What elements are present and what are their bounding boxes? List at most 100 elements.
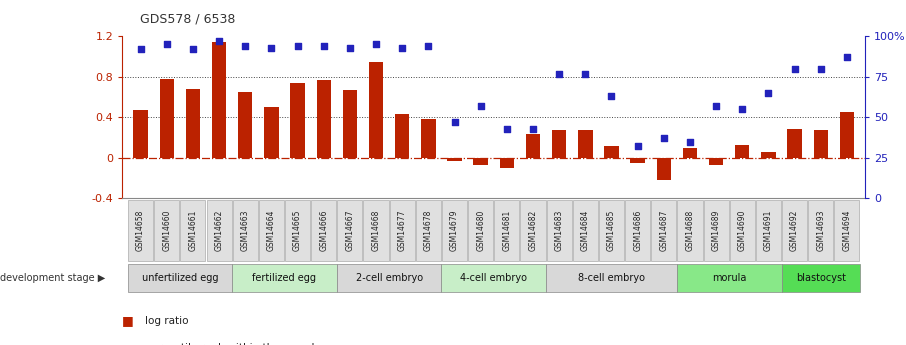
Bar <box>814 130 828 158</box>
FancyBboxPatch shape <box>782 264 860 292</box>
Point <box>787 66 802 71</box>
FancyBboxPatch shape <box>651 200 677 261</box>
Text: GSM14694: GSM14694 <box>843 209 852 251</box>
Point <box>290 43 304 49</box>
FancyBboxPatch shape <box>416 200 441 261</box>
Text: GSM14688: GSM14688 <box>686 210 695 251</box>
Point <box>421 43 436 49</box>
Text: GSM14665: GSM14665 <box>293 209 302 251</box>
Text: morula: morula <box>712 273 747 283</box>
Bar <box>395 114 410 158</box>
Bar <box>578 130 593 158</box>
FancyBboxPatch shape <box>207 200 232 261</box>
Point <box>212 38 226 44</box>
Point <box>342 45 357 50</box>
Text: GSM14690: GSM14690 <box>737 209 747 251</box>
Text: GSM14678: GSM14678 <box>424 210 433 251</box>
Text: GSM14682: GSM14682 <box>528 210 537 251</box>
Bar <box>133 110 148 158</box>
Bar <box>291 83 304 158</box>
FancyBboxPatch shape <box>390 200 415 261</box>
Text: GSM14693: GSM14693 <box>816 209 825 251</box>
FancyBboxPatch shape <box>233 200 258 261</box>
Text: GSM14680: GSM14680 <box>477 210 486 251</box>
Point <box>238 43 253 49</box>
Bar <box>840 112 854 158</box>
Text: unfertilized egg: unfertilized egg <box>141 273 218 283</box>
Point <box>369 41 383 47</box>
Bar <box>421 119 436 158</box>
Bar <box>631 158 645 163</box>
Point <box>448 119 462 125</box>
Text: 2-cell embryo: 2-cell embryo <box>355 273 423 283</box>
Text: GSM14661: GSM14661 <box>188 210 198 251</box>
FancyBboxPatch shape <box>677 264 782 292</box>
Bar <box>342 90 357 158</box>
Point <box>186 47 200 52</box>
Text: GSM14677: GSM14677 <box>398 209 407 251</box>
Text: ■: ■ <box>122 314 134 327</box>
Bar <box>316 80 331 158</box>
Text: GSM14685: GSM14685 <box>607 210 616 251</box>
Text: GSM14681: GSM14681 <box>502 210 511 251</box>
Text: GSM14686: GSM14686 <box>633 210 642 251</box>
Text: GSM14692: GSM14692 <box>790 210 799 251</box>
FancyBboxPatch shape <box>337 264 441 292</box>
Bar <box>683 148 697 158</box>
Text: GSM14683: GSM14683 <box>554 210 564 251</box>
Point <box>133 47 148 52</box>
Text: blastocyst: blastocyst <box>795 273 846 283</box>
FancyBboxPatch shape <box>128 264 232 292</box>
Point <box>761 90 776 96</box>
Point <box>631 144 645 149</box>
Text: development stage ▶: development stage ▶ <box>0 273 105 283</box>
FancyBboxPatch shape <box>285 200 310 261</box>
Bar <box>708 158 723 165</box>
FancyBboxPatch shape <box>573 200 598 261</box>
Bar <box>787 129 802 158</box>
Point <box>735 106 749 112</box>
Bar <box>735 145 749 158</box>
Bar <box>474 158 488 165</box>
Text: GSM14679: GSM14679 <box>450 209 459 251</box>
FancyBboxPatch shape <box>808 200 834 261</box>
Text: log ratio: log ratio <box>145 316 188 326</box>
Text: GSM14668: GSM14668 <box>371 210 381 251</box>
Text: GDS578 / 6538: GDS578 / 6538 <box>140 13 236 26</box>
Bar <box>499 158 514 168</box>
FancyBboxPatch shape <box>546 200 572 261</box>
Point <box>265 45 279 50</box>
FancyBboxPatch shape <box>128 200 153 261</box>
FancyBboxPatch shape <box>363 200 389 261</box>
FancyBboxPatch shape <box>625 200 651 261</box>
Text: GSM14684: GSM14684 <box>581 210 590 251</box>
Text: 4-cell embryo: 4-cell embryo <box>460 273 527 283</box>
FancyBboxPatch shape <box>441 264 546 292</box>
FancyBboxPatch shape <box>599 200 624 261</box>
FancyBboxPatch shape <box>678 200 702 261</box>
Text: GSM14687: GSM14687 <box>660 210 669 251</box>
Point <box>657 136 671 141</box>
FancyBboxPatch shape <box>520 200 545 261</box>
Bar <box>186 89 200 158</box>
Text: GSM14658: GSM14658 <box>136 210 145 251</box>
Text: GSM14663: GSM14663 <box>241 209 250 251</box>
Point <box>552 71 566 76</box>
Text: ■: ■ <box>122 342 134 345</box>
Bar <box>265 107 279 158</box>
Point <box>840 55 854 60</box>
Text: GSM14662: GSM14662 <box>215 210 224 251</box>
Point <box>316 43 331 49</box>
Bar <box>552 130 566 158</box>
FancyBboxPatch shape <box>442 200 467 261</box>
Point <box>708 103 723 109</box>
Bar <box>238 92 253 158</box>
Bar <box>159 79 174 158</box>
Text: GSM14660: GSM14660 <box>162 209 171 251</box>
Point <box>499 126 514 131</box>
FancyBboxPatch shape <box>782 200 807 261</box>
FancyBboxPatch shape <box>834 200 860 261</box>
Text: 8-cell embryo: 8-cell embryo <box>578 273 645 283</box>
Point <box>814 66 828 71</box>
Point <box>604 93 619 99</box>
